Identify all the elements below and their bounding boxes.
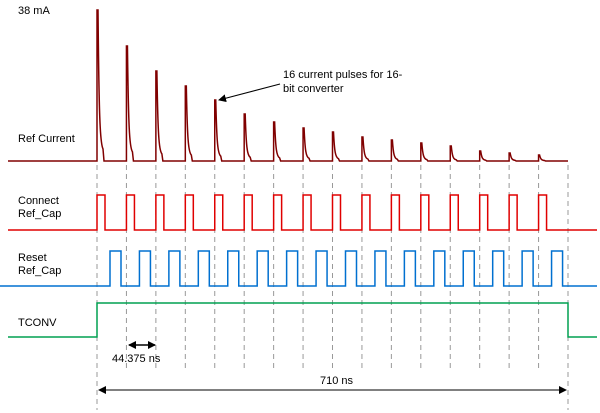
annotation-line: bit converter [283, 83, 344, 95]
peak-label: 38 mA [18, 5, 50, 17]
label-line: Ref_Cap [18, 208, 61, 220]
ref-current-label: Ref Current [18, 133, 75, 145]
annotation-arrow [218, 83, 281, 103]
dashed-guides [96, 165, 569, 410]
waveforms [0, 9, 597, 338]
connect-wave [8, 194, 597, 231]
reset-wave [0, 250, 597, 287]
period-label: 44.375 ns [112, 353, 161, 365]
label-line: Connect [18, 195, 59, 207]
label-line: Ref_Cap [18, 265, 61, 277]
connect-label: Connect Ref_Cap [18, 195, 62, 220]
annotation-line: 16 current pulses for 16- [283, 69, 403, 81]
annotation: 16 current pulses for 16- bit converter [283, 69, 405, 95]
tconv-wave [8, 302, 597, 338]
reset-label: Reset Ref_Cap [18, 252, 61, 277]
label-line: Reset [18, 252, 47, 264]
total-label: 710 ns [320, 375, 354, 387]
tconv-label: TCONV [18, 317, 57, 329]
ref-current-wave [8, 9, 568, 162]
